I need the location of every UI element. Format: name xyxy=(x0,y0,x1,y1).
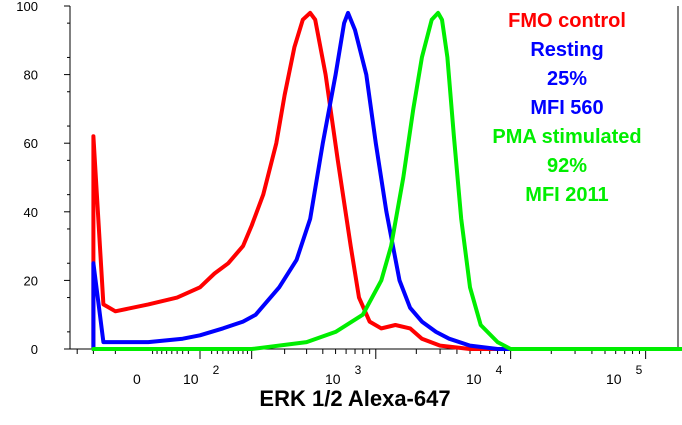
y-tick-label: 0 xyxy=(31,342,38,357)
legend-layer: FMO control Resting 25% MFI 560 PMA stimulat… xyxy=(492,10,641,206)
legend-entry: 25% xyxy=(547,68,587,90)
x-tick-label: 105 xyxy=(606,363,643,387)
legend-entry: Resting xyxy=(530,39,603,61)
series-layer xyxy=(91,10,682,351)
legend-entry: FMO control xyxy=(508,10,626,32)
x-tick-label: 103 xyxy=(325,363,362,387)
legend-entry: MFI 560 xyxy=(530,97,603,119)
series-line-pma-stimulated xyxy=(91,10,682,351)
y-tick-label: 40 xyxy=(24,205,38,220)
series-line-fmo-control xyxy=(91,10,513,351)
legend-entry: 92% xyxy=(547,155,587,177)
y-tick-label: 20 xyxy=(24,273,38,288)
series-line-resting xyxy=(91,10,513,351)
x-tick-label: 104 xyxy=(466,363,503,387)
x-axis-label: ERK 1/2 Alexa-647 xyxy=(259,386,450,411)
y-tick-label: 80 xyxy=(24,68,38,83)
legend-entry: MFI 2011 xyxy=(525,184,608,206)
x-tick-label: 102 xyxy=(183,363,220,387)
y-tick-label: 60 xyxy=(24,136,38,151)
y-tick-label: 100 xyxy=(16,0,38,14)
legend-entry: PMA stimulated xyxy=(492,126,641,148)
x-tick-label: 0 xyxy=(133,371,141,387)
